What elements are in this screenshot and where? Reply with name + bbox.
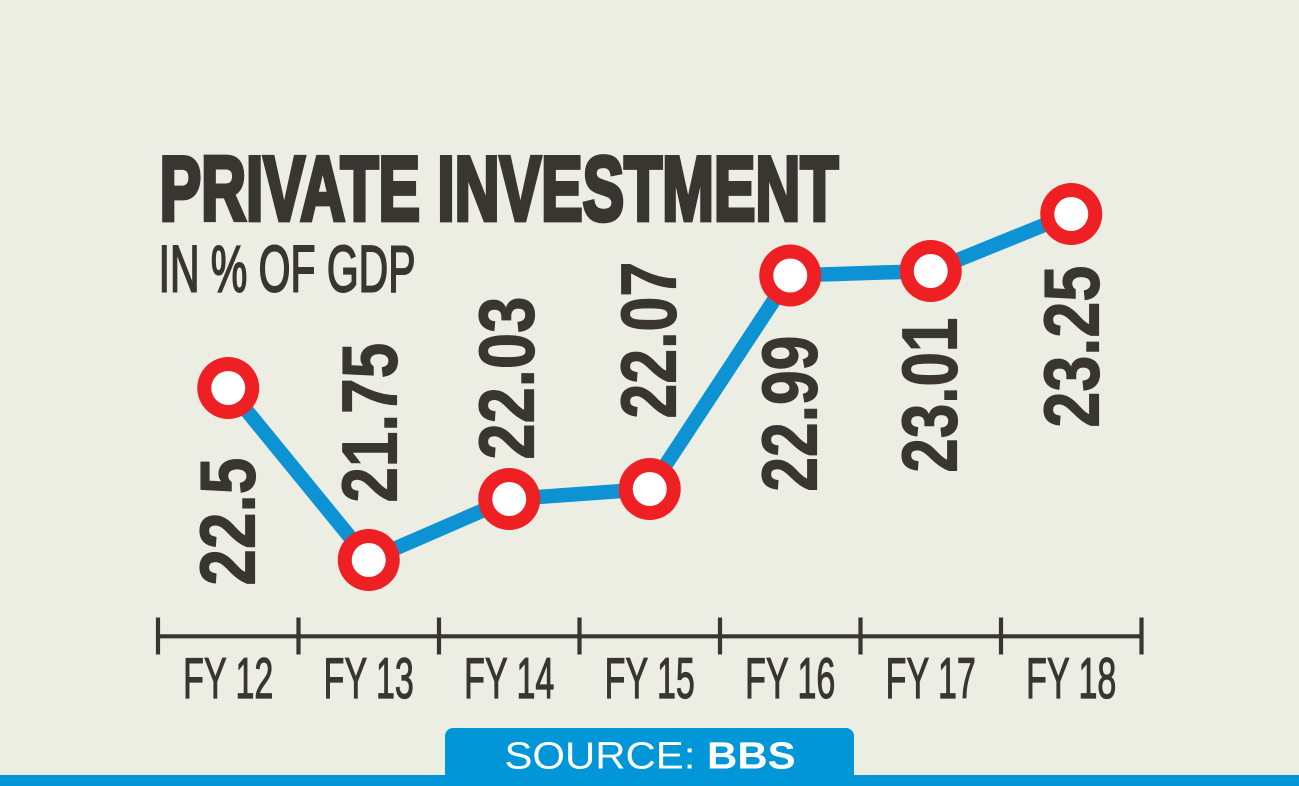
svg-text:22.07: 22.07 [605,262,692,419]
svg-text:FY 16: FY 16 [745,647,835,712]
svg-text:FY 13: FY 13 [324,647,414,712]
svg-text:22.5: 22.5 [186,458,272,586]
svg-text:23.01: 23.01 [887,318,973,473]
svg-text:21.75: 21.75 [328,343,414,503]
svg-text:FY 15: FY 15 [605,647,695,712]
svg-text:FY 12: FY 12 [183,647,273,712]
svg-text:23.25: 23.25 [1029,266,1116,428]
svg-text:SOURCE: BBS: SOURCE: BBS [504,735,795,777]
svg-text:22.99: 22.99 [746,336,833,492]
svg-text:PRIVATE INVESTMENT: PRIVATE INVESTMENT [160,137,839,240]
svg-text:22.03: 22.03 [464,297,551,460]
svg-text:FY 17: FY 17 [886,647,976,712]
svg-text:IN % OF GDP: IN % OF GDP [159,232,416,307]
svg-text:FY 18: FY 18 [1026,647,1116,712]
svg-text:FY 14: FY 14 [464,647,554,712]
